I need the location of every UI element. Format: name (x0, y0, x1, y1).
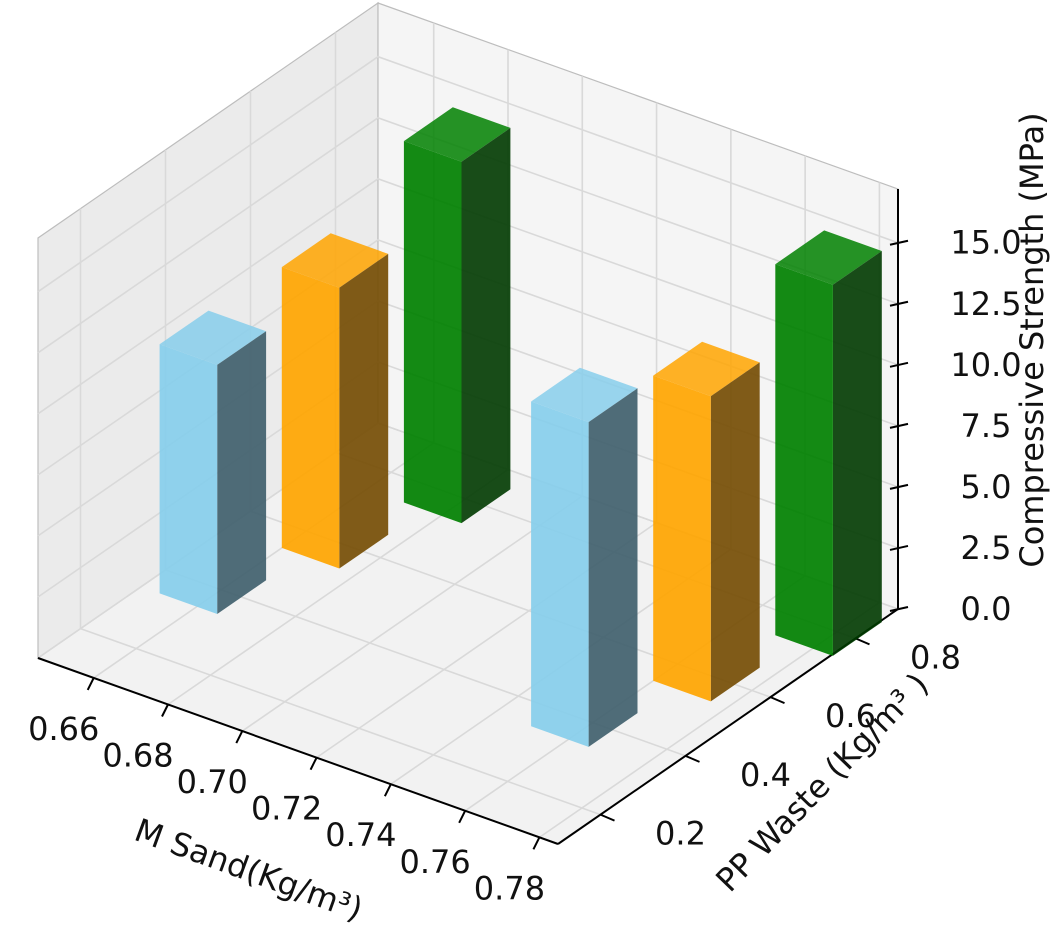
x-tick (235, 730, 244, 744)
bar-front (403, 141, 462, 524)
z-tick (889, 422, 909, 429)
grid-line (37, 55, 899, 293)
z-axis-label: Compressive Strength (MPa) (1013, 112, 1051, 567)
bar-top (159, 310, 267, 365)
grid-line (37, 116, 899, 354)
bar-side (461, 127, 511, 524)
x-tick-label: 0.66 (28, 710, 99, 748)
y-tick (600, 813, 615, 822)
y-tick-label: 0.8 (910, 638, 961, 676)
bar-front (159, 344, 218, 614)
z-tick-label: 2.5 (961, 529, 1012, 567)
grid-line (80, 627, 601, 816)
bar-front (281, 267, 340, 569)
bar (653, 341, 760, 702)
bar-top (531, 367, 638, 423)
x-tick (309, 757, 318, 771)
x-tick-label: 0.76 (400, 843, 471, 881)
x-tick (161, 704, 169, 717)
x-tick-label: 0.74 (325, 816, 396, 854)
z-tick-label: 12.5 (950, 285, 1021, 323)
y-tick-label: 0.6 (825, 697, 876, 735)
bar-top (403, 107, 511, 162)
grid-line (241, 495, 583, 732)
x-tick-label: 0.78 (474, 869, 545, 907)
z-tick (889, 483, 909, 490)
y-tick-label: 0.4 (740, 756, 791, 794)
z-tick-label: 7.5 (961, 407, 1012, 445)
chart-bars (159, 107, 882, 747)
x-tick (383, 783, 392, 797)
y-tick-label: 0.2 (655, 815, 706, 853)
bar-side (832, 251, 882, 656)
bar-top (281, 233, 389, 288)
bar (403, 107, 511, 524)
bar (159, 310, 267, 614)
z-tick (889, 300, 909, 307)
z-tick (889, 361, 909, 368)
bar (775, 230, 882, 656)
bar-side (217, 331, 267, 614)
bar-side (588, 388, 638, 747)
z-tick (889, 544, 909, 551)
bar-front (653, 375, 711, 702)
bar-side (710, 362, 760, 702)
bar-front (531, 401, 589, 747)
x-tick (86, 677, 95, 691)
y-tick (855, 637, 870, 646)
z-tick (889, 239, 909, 246)
z-tick-label: 10.0 (950, 346, 1021, 384)
x-tick (532, 836, 541, 850)
bar (531, 367, 638, 747)
x-axis-line (37, 657, 559, 845)
bar-top (775, 230, 882, 285)
bar-front (775, 264, 833, 656)
x-tick-label: 0.68 (102, 737, 173, 775)
z-tick-label: 15.0 (950, 224, 1021, 262)
bar-top (653, 341, 760, 397)
x-tick-label: 0.70 (177, 763, 248, 801)
x-tick-label: 0.72 (251, 790, 322, 828)
bar-side (339, 253, 389, 569)
z-tick-label: 5.0 (961, 468, 1012, 506)
y-tick (685, 754, 700, 763)
chart-tick-labels: 0.660.680.700.720.740.760.78 0.2 0.4 0.6 0.8… (28, 224, 1022, 908)
y-tick (770, 696, 785, 705)
x-tick (458, 810, 467, 824)
bar (281, 233, 389, 569)
z-tick-label: 0.0 (961, 590, 1012, 628)
z-tick (889, 606, 909, 612)
grid-line (37, 177, 899, 415)
